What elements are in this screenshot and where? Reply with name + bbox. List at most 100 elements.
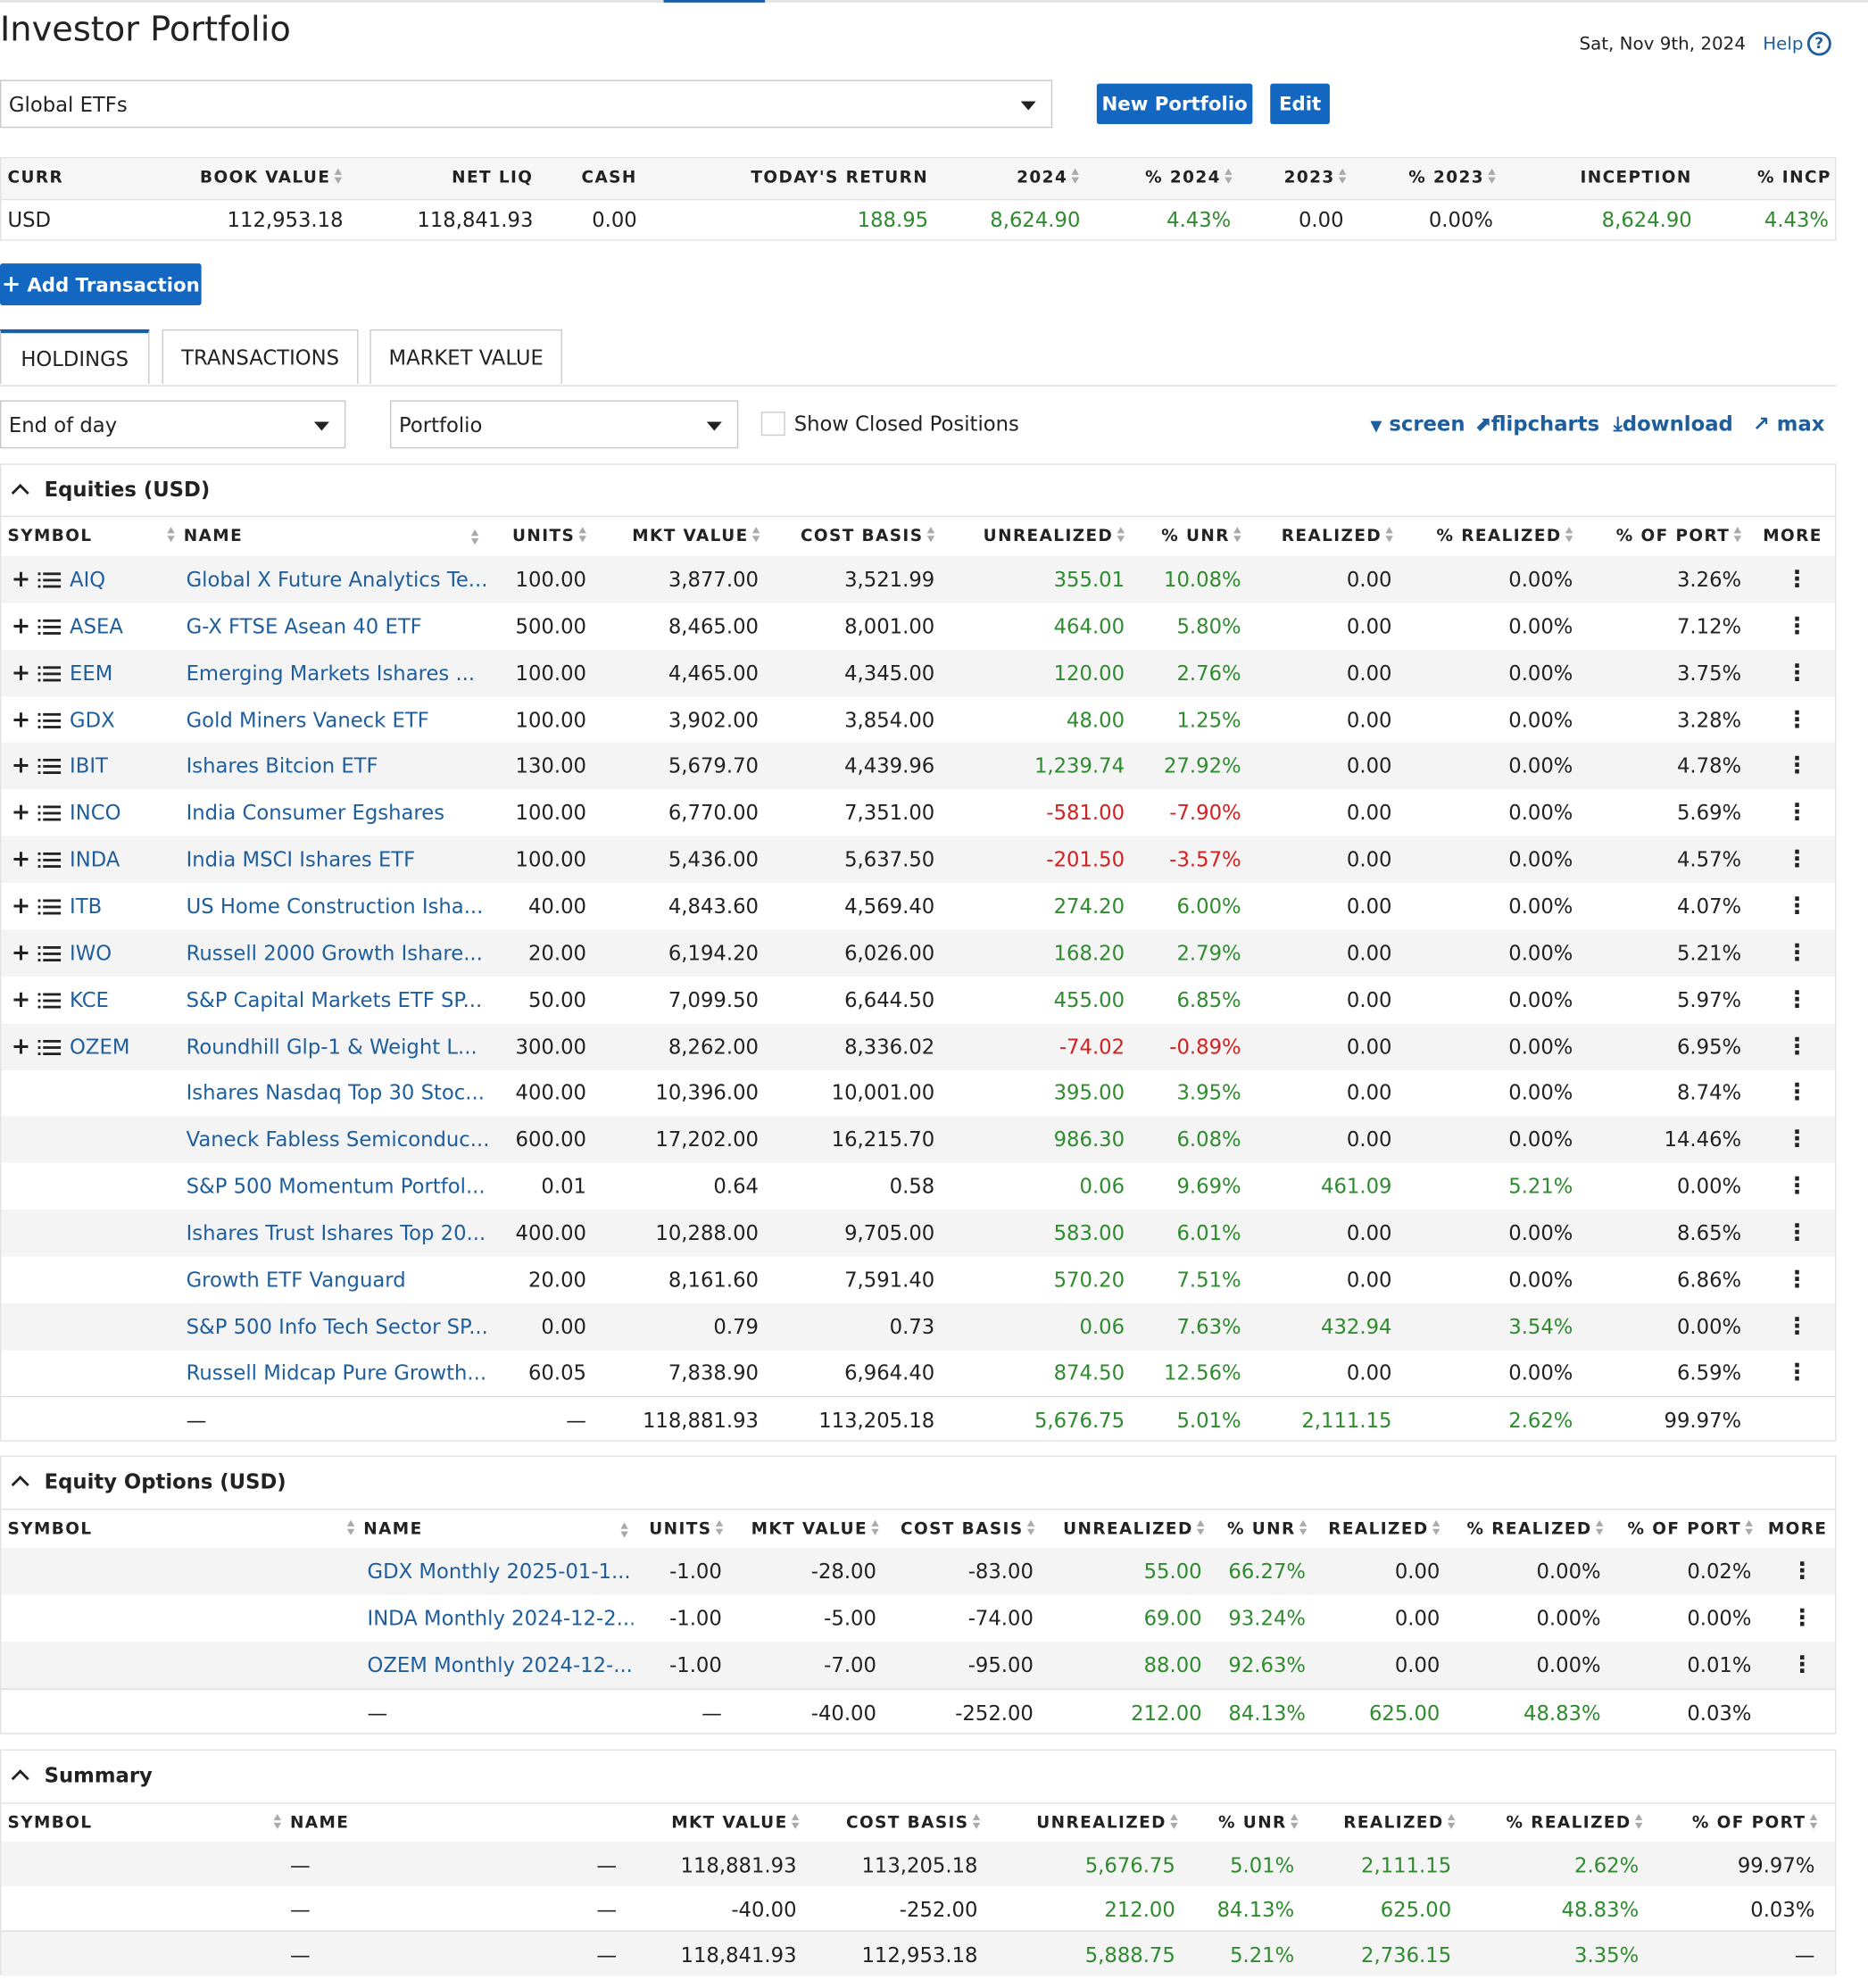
- more-icon[interactable]: ⋮: [1785, 1079, 1809, 1107]
- name-link[interactable]: Ishares Nasdaq Top 30 Stoc...: [186, 1080, 485, 1105]
- edit-button[interactable]: Edit: [1270, 83, 1330, 125]
- more-icon[interactable]: ⋮: [1785, 1312, 1809, 1340]
- equities-header-pct-of-port[interactable]: % OF PORT: [1616, 517, 1743, 557]
- equities-header-mkt-value[interactable]: MKT VALUE: [632, 517, 761, 557]
- add-icon[interactable]: +: [11, 612, 31, 640]
- more-icon[interactable]: ⋮: [1785, 986, 1809, 1013]
- portfolio-select[interactable]: Global ETFs: [0, 79, 1053, 129]
- summary-section-toggle[interactable]: Summary: [11, 1763, 153, 1787]
- sort-icon[interactable]: [751, 527, 761, 543]
- download-link[interactable]: ⤓download: [1614, 412, 1733, 437]
- summary_section-header-pct-unr[interactable]: % UNR: [1218, 1804, 1299, 1844]
- symbol-link[interactable]: EEM: [70, 661, 113, 686]
- more-icon[interactable]: ⋮: [1785, 799, 1809, 827]
- timeframe-select[interactable]: End of day: [0, 400, 346, 449]
- sort-icon[interactable]: [1432, 1519, 1441, 1535]
- options-header-realized[interactable]: REALIZED: [1328, 1510, 1441, 1550]
- name-link[interactable]: Roundhill Glp-1 & Weight L...: [186, 1034, 477, 1059]
- name-link[interactable]: S&P 500 Info Tech Sector SP...: [186, 1314, 488, 1339]
- symbol-link[interactable]: GDX: [70, 707, 115, 732]
- sort-icon[interactable]: [1733, 527, 1743, 543]
- sort-icon[interactable]: [1745, 1519, 1754, 1535]
- more-icon[interactable]: ⋮: [1785, 612, 1809, 640]
- summary_section-header-name[interactable]: NAME: [270, 1804, 349, 1844]
- list-icon[interactable]: [37, 805, 62, 821]
- show-closed-checkbox[interactable]: [760, 412, 785, 437]
- options-header-units[interactable]: UNITS: [649, 1510, 724, 1550]
- sort-icon[interactable]: [871, 1519, 880, 1535]
- options-header-mkt-value[interactable]: MKT VALUE: [751, 1510, 881, 1550]
- sort-icon[interactable]: [1385, 527, 1394, 543]
- name-link[interactable]: Vaneck Fabless Semiconduc...: [186, 1127, 490, 1152]
- name-link[interactable]: Gold Miners Vaneck ETF: [186, 707, 429, 732]
- options-header-pct-realized[interactable]: % REALIZED: [1467, 1510, 1605, 1550]
- list-icon[interactable]: [37, 945, 62, 961]
- add-icon[interactable]: +: [11, 659, 31, 686]
- list-icon[interactable]: [37, 712, 62, 728]
- add-icon[interactable]: +: [11, 753, 31, 780]
- list-icon[interactable]: [37, 1039, 62, 1055]
- max-link[interactable]: ↗ max: [1753, 412, 1825, 436]
- more-icon[interactable]: ⋮: [1785, 1360, 1809, 1386]
- sort-icon[interactable]: [1026, 1519, 1036, 1535]
- symbol-link[interactable]: IBIT: [70, 753, 108, 778]
- name-link[interactable]: India Consumer Egshares: [186, 801, 445, 826]
- more-icon[interactable]: ⋮: [1785, 846, 1809, 873]
- summary_section-header-pct-of-port[interactable]: % OF PORT: [1692, 1804, 1819, 1844]
- symbol-link[interactable]: ITB: [70, 894, 103, 919]
- screen-link[interactable]: ▼ screen: [1370, 412, 1465, 436]
- add-icon[interactable]: +: [11, 846, 31, 873]
- symbol-link[interactable]: INDA: [70, 847, 120, 872]
- equities-header-unrealized[interactable]: UNREALIZED: [984, 517, 1126, 557]
- more-icon[interactable]: ⋮: [1785, 1219, 1809, 1247]
- name-link[interactable]: Growth ETF Vanguard: [186, 1268, 406, 1293]
- options-header-unrealized[interactable]: UNREALIZED: [1063, 1510, 1206, 1550]
- sort-icon[interactable]: [1071, 168, 1080, 184]
- sort-icon[interactable]: [1170, 1813, 1179, 1830]
- summary-header-pct-2023[interactable]: % 2023: [1408, 158, 1497, 198]
- name-link[interactable]: Global X Future Analytics Te...: [186, 567, 488, 592]
- sort-icon[interactable]: [1488, 168, 1497, 184]
- tab-transactions[interactable]: TRANSACTIONS: [162, 329, 359, 384]
- equities-section-toggle[interactable]: Equities (USD): [11, 478, 211, 502]
- new-portfolio-button[interactable]: New Portfolio: [1096, 83, 1253, 125]
- sort-icon[interactable]: [1595, 1519, 1605, 1535]
- sort-icon[interactable]: [334, 168, 344, 184]
- name-link[interactable]: INDA Monthly 2024-12-2...: [367, 1606, 634, 1631]
- help-link[interactable]: Help ?: [1763, 31, 1831, 56]
- symbol-link[interactable]: OZEM: [70, 1034, 130, 1059]
- view-select[interactable]: Portfolio: [390, 400, 739, 449]
- sort-icon[interactable]: [926, 527, 936, 543]
- sort-icon[interactable]: [470, 529, 480, 545]
- sort-icon[interactable]: [791, 1813, 801, 1830]
- sort-icon[interactable]: [1225, 168, 1233, 184]
- list-icon[interactable]: [37, 665, 62, 681]
- sort-icon[interactable]: [273, 1813, 282, 1830]
- sort-icon[interactable]: [578, 527, 587, 543]
- more-icon[interactable]: ⋮: [1785, 893, 1809, 920]
- more-icon[interactable]: ⋮: [1785, 1126, 1809, 1153]
- list-icon[interactable]: [37, 899, 62, 915]
- symbol-link[interactable]: INCO: [70, 801, 121, 826]
- flipcharts-link[interactable]: ⬈flipcharts: [1474, 412, 1599, 436]
- sort-icon[interactable]: [1290, 1813, 1299, 1830]
- list-icon[interactable]: [37, 853, 62, 869]
- symbol-link[interactable]: IWO: [70, 941, 112, 965]
- sort-icon[interactable]: [1447, 1813, 1457, 1830]
- sort-icon[interactable]: [715, 1519, 725, 1535]
- sort-icon[interactable]: [346, 1519, 356, 1535]
- sort-icon[interactable]: [972, 1813, 982, 1830]
- sort-icon[interactable]: [1809, 1813, 1819, 1830]
- list-icon[interactable]: [37, 759, 62, 775]
- add-icon[interactable]: +: [11, 706, 31, 733]
- more-icon[interactable]: ⋮: [1790, 1558, 1814, 1585]
- summary-header-pct-2024[interactable]: % 2024: [1145, 158, 1233, 198]
- list-icon[interactable]: [37, 572, 62, 588]
- name-link[interactable]: India MSCI Ishares ETF: [186, 847, 416, 872]
- sort-icon[interactable]: [167, 527, 176, 543]
- tab-holdings[interactable]: HOLDINGS: [0, 329, 150, 384]
- summary_section-header-realized[interactable]: REALIZED: [1343, 1804, 1457, 1844]
- more-icon[interactable]: ⋮: [1785, 753, 1809, 780]
- name-link[interactable]: Russell Midcap Pure Growth...: [186, 1360, 487, 1385]
- equities-header-pct-realized[interactable]: % REALIZED: [1437, 517, 1574, 557]
